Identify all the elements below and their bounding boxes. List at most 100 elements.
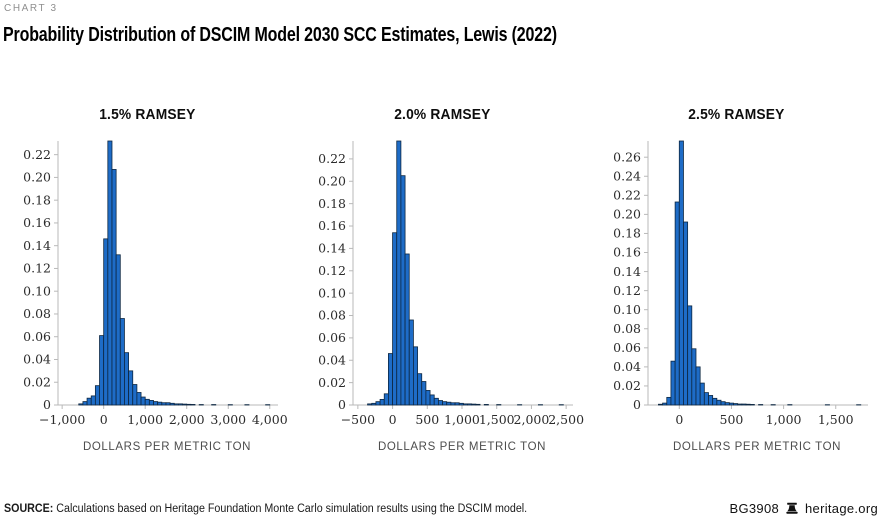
histogram-bar	[149, 400, 155, 406]
histogram-bar	[124, 352, 130, 406]
histogram-bar	[462, 403, 468, 406]
histogram-bar	[686, 305, 692, 406]
y-tick-label: 0.22	[613, 188, 641, 203]
histogram-bar	[699, 382, 705, 406]
y-tick-label: 0.06	[23, 329, 51, 344]
histogram-bars	[657, 140, 861, 406]
y-tick-label: 0.16	[613, 245, 641, 260]
x-tick-label: 0	[100, 412, 108, 427]
axes: 0 0.02 0.04 0.06 0.08 0.10 0.12 0.14 0.16 0.18 0.2…	[613, 141, 868, 427]
histogram-bar	[417, 373, 423, 406]
x-tick-label: 2,500	[548, 412, 584, 427]
source-label: SOURCE:	[4, 502, 54, 515]
y-tick-label: 0.20	[613, 207, 641, 222]
histogram-bar	[716, 399, 722, 406]
y-tick-label: 0.02	[613, 378, 641, 393]
y-tick-label: 0.12	[613, 283, 641, 298]
histogram-bar	[691, 348, 697, 406]
brand-link: heritage.org	[805, 501, 878, 516]
histogram-bar	[379, 399, 385, 406]
histogram-1-5-ramsey: 0 0.02 0.04 0.06 0.08 0.10 0.12 0.14 0.16 0.18 0.2…	[23, 140, 288, 453]
histogram-bar	[95, 385, 101, 406]
x-tick-label: −500	[341, 412, 375, 427]
y-tick-label: 0.10	[23, 283, 51, 298]
y-tick-label: 0.14	[318, 241, 346, 256]
histogram-bar	[728, 402, 734, 406]
histogram-bar	[408, 319, 414, 406]
y-tick-label: 0.22	[23, 147, 51, 162]
y-tick-label: 0.02	[23, 374, 51, 389]
y-tick-label: 0.24	[613, 168, 641, 183]
histogram-bar	[91, 395, 97, 406]
histogram-bar	[116, 254, 122, 406]
histogram-bar	[437, 400, 443, 406]
x-tick-label: 500	[719, 412, 743, 427]
y-tick-label: 0.04	[613, 359, 641, 374]
panel-title-2-5-ramsey: 2.5% RAMSEY	[688, 106, 785, 123]
y-tick-label: 0.06	[613, 340, 641, 355]
histogram-bar	[383, 393, 389, 406]
x-tick-label: 1,500	[818, 412, 854, 427]
x-tick-label: 500	[415, 412, 439, 427]
histogram-bar	[86, 397, 92, 406]
y-tick-label: 0.18	[613, 226, 641, 241]
y-tick-label: 0.02	[318, 375, 346, 390]
histogram-bar	[367, 403, 373, 406]
footer: SOURCE: Calculations based on Heritage F…	[4, 501, 878, 516]
histogram-bar	[145, 398, 151, 406]
histogram-bar	[732, 403, 738, 406]
y-tick-label: 0.18	[318, 196, 346, 211]
x-axis-title: DOLLARS PER METRIC TON	[83, 441, 251, 453]
histogram-bar	[450, 402, 456, 406]
histogram-bar	[467, 403, 473, 406]
histogram-bar	[136, 392, 142, 406]
chart-number-label: CHART 3	[4, 3, 58, 14]
y-tick-label: 0.14	[613, 264, 641, 279]
y-tick-label: 0.18	[23, 192, 51, 207]
histogram-bar	[388, 353, 393, 406]
histogram-bars	[367, 140, 564, 406]
histogram-bars	[78, 140, 271, 406]
panel-1-5-ramsey: 1.5% RAMSEY 0 0.02 0.04 0.06 0.08 0.10 0.12 0.1…	[0, 106, 295, 460]
y-tick-label: 0.22	[318, 151, 346, 166]
x-tick-label: 1,000	[128, 412, 164, 427]
histogram-bar	[421, 381, 427, 406]
histogram-bar	[78, 403, 84, 406]
x-tick-label: 2,000	[514, 412, 550, 427]
histogram-bar	[413, 346, 418, 406]
axes: 0 0.02 0.04 0.06 0.08 0.10 0.12 0.14 0.16 0.18 0.2…	[23, 141, 288, 427]
x-tick-label: 2,000	[169, 412, 205, 427]
y-tick-label: 0.06	[318, 330, 346, 345]
histogram-bar	[707, 395, 713, 406]
histogram-bar	[666, 396, 672, 406]
histogram-bar	[720, 401, 726, 406]
histogram-2-5-ramsey: 0 0.02 0.04 0.06 0.08 0.10 0.12 0.14 0.16 0.18 0.2…	[613, 140, 868, 453]
histogram-bar	[661, 402, 667, 406]
histogram-bar	[678, 140, 684, 406]
histogram-bar	[371, 402, 377, 406]
footer-right: BG3908 heritage.org	[730, 501, 879, 516]
charts-row: 1.5% RAMSEY 0 0.02 0.04 0.06 0.08 0.10 0.12 0.1…	[0, 106, 884, 460]
histogram-bar	[749, 404, 755, 406]
panel-title-2-0-ramsey: 2.0% RAMSEY	[393, 106, 491, 123]
y-tick-label: 0.08	[23, 306, 51, 321]
report-id: BG3908	[729, 501, 780, 516]
panel-2-0-ramsey: 2.0% RAMSEY 0 0.02 0.04 0.06 0.08 0.10 0.12 0.1…	[295, 106, 590, 460]
y-tick-label: 0.12	[318, 263, 346, 278]
histogram-bar	[165, 402, 171, 406]
histogram-bar	[174, 403, 180, 406]
y-tick-label: 0	[633, 397, 641, 412]
y-tick-label: 0	[43, 397, 51, 412]
histogram-bar	[483, 404, 489, 406]
x-tick-label: 3,000	[211, 412, 247, 427]
histogram-bar	[111, 169, 117, 406]
histogram-bar	[458, 402, 464, 406]
y-tick-label: 0.08	[613, 321, 641, 336]
x-axis-title: DOLLARS PER METRIC TON	[378, 441, 546, 453]
histogram-bar	[429, 394, 435, 406]
histogram-bar	[670, 360, 676, 406]
histogram-bar	[433, 397, 439, 406]
histogram-bar	[157, 401, 163, 406]
y-tick-label: 0.20	[318, 173, 346, 188]
source-text: Calculations based on Heritage Foundatio…	[53, 502, 528, 515]
